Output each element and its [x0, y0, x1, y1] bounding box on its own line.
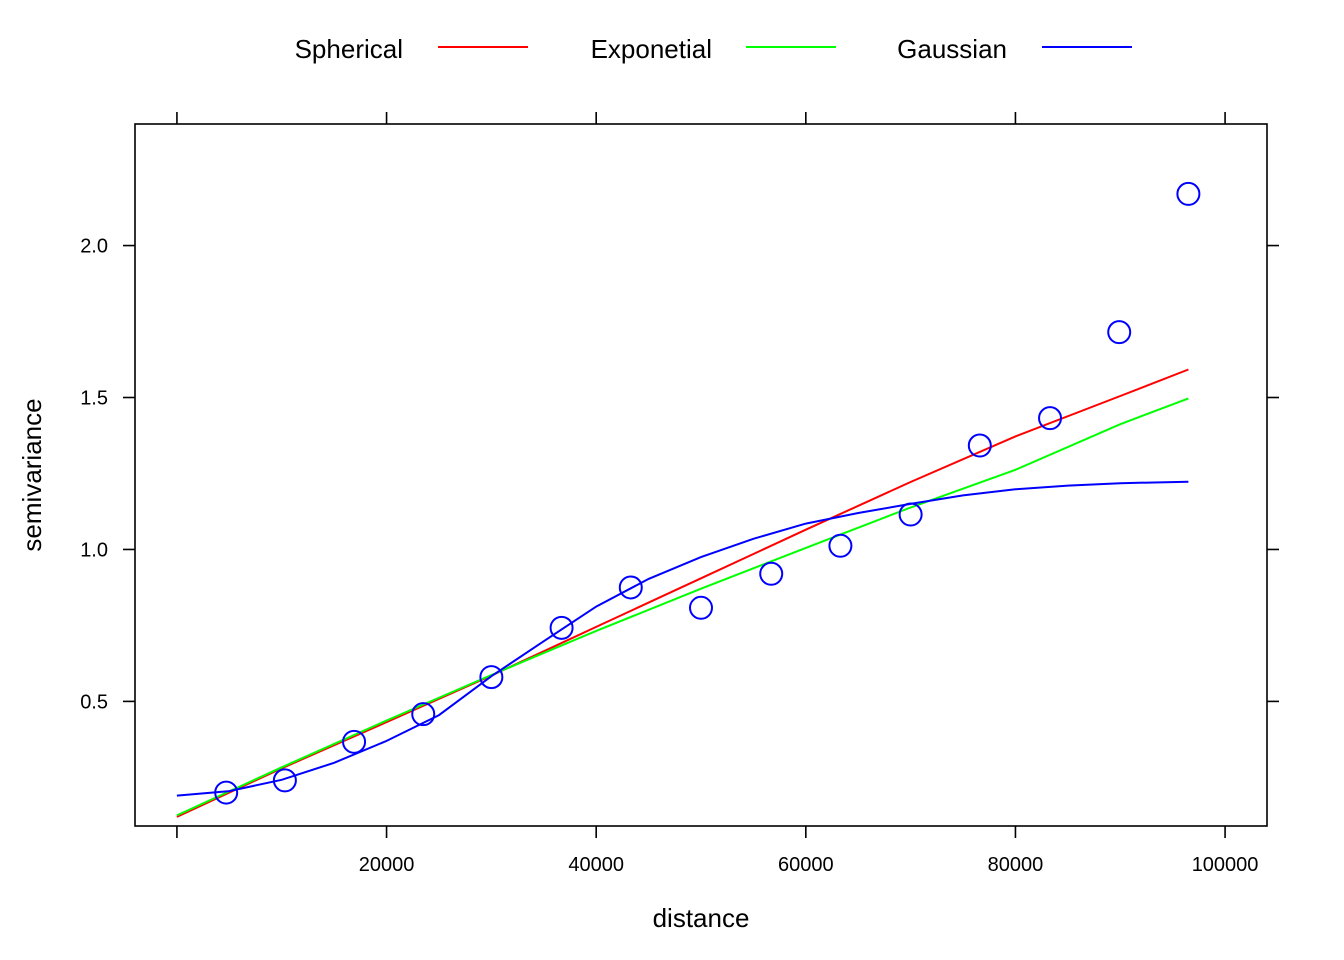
- data-point: [1038, 406, 1063, 431]
- x-tick-label: 60000: [778, 854, 834, 876]
- x-tick-label: 20000: [359, 854, 415, 876]
- data-point: [759, 561, 784, 586]
- data-point: [1176, 181, 1201, 206]
- data-point: [967, 433, 992, 458]
- x-tick-label: 80000: [988, 854, 1044, 876]
- data-point: [272, 768, 297, 793]
- x-tick-label: 40000: [568, 854, 624, 876]
- x-axis-title: distance: [653, 903, 750, 933]
- x-tick-label: 100000: [1192, 854, 1259, 876]
- series-line-spherical: [176, 368, 1189, 818]
- data-point: [479, 665, 504, 690]
- legend-label-exponetial: Exponetial: [591, 34, 712, 64]
- fitted-model-lines: [176, 368, 1189, 818]
- series-line-exponetial: [176, 397, 1189, 817]
- y-tick-label: 0.5: [80, 691, 108, 713]
- data-point: [828, 533, 853, 558]
- data-point: [618, 575, 643, 600]
- y-tick-label: 1.0: [80, 539, 108, 561]
- legend-label-spherical: Spherical: [295, 34, 403, 64]
- y-axis-title: semivariance: [17, 398, 47, 551]
- data-point: [214, 780, 239, 805]
- y-tick-label: 2.0: [80, 236, 108, 258]
- data-point: [689, 595, 713, 620]
- data-point: [411, 702, 436, 727]
- series-line-gaussian: [176, 480, 1189, 797]
- legend: Spherical Exponetial Gaussian: [295, 34, 1132, 64]
- data-point: [549, 615, 574, 640]
- axis-ticks: 20000 40000 60000 80000 100000 0.5 1.0 1.5 2.0: [80, 112, 1279, 876]
- y-tick-label: 1.5: [80, 388, 108, 410]
- data-point: [898, 502, 923, 527]
- sample-points: [214, 181, 1201, 805]
- legend-label-gaussian: Gaussian: [897, 34, 1007, 64]
- plot-frame: [134, 123, 1268, 827]
- data-point: [342, 729, 367, 754]
- data-point: [1107, 320, 1132, 345]
